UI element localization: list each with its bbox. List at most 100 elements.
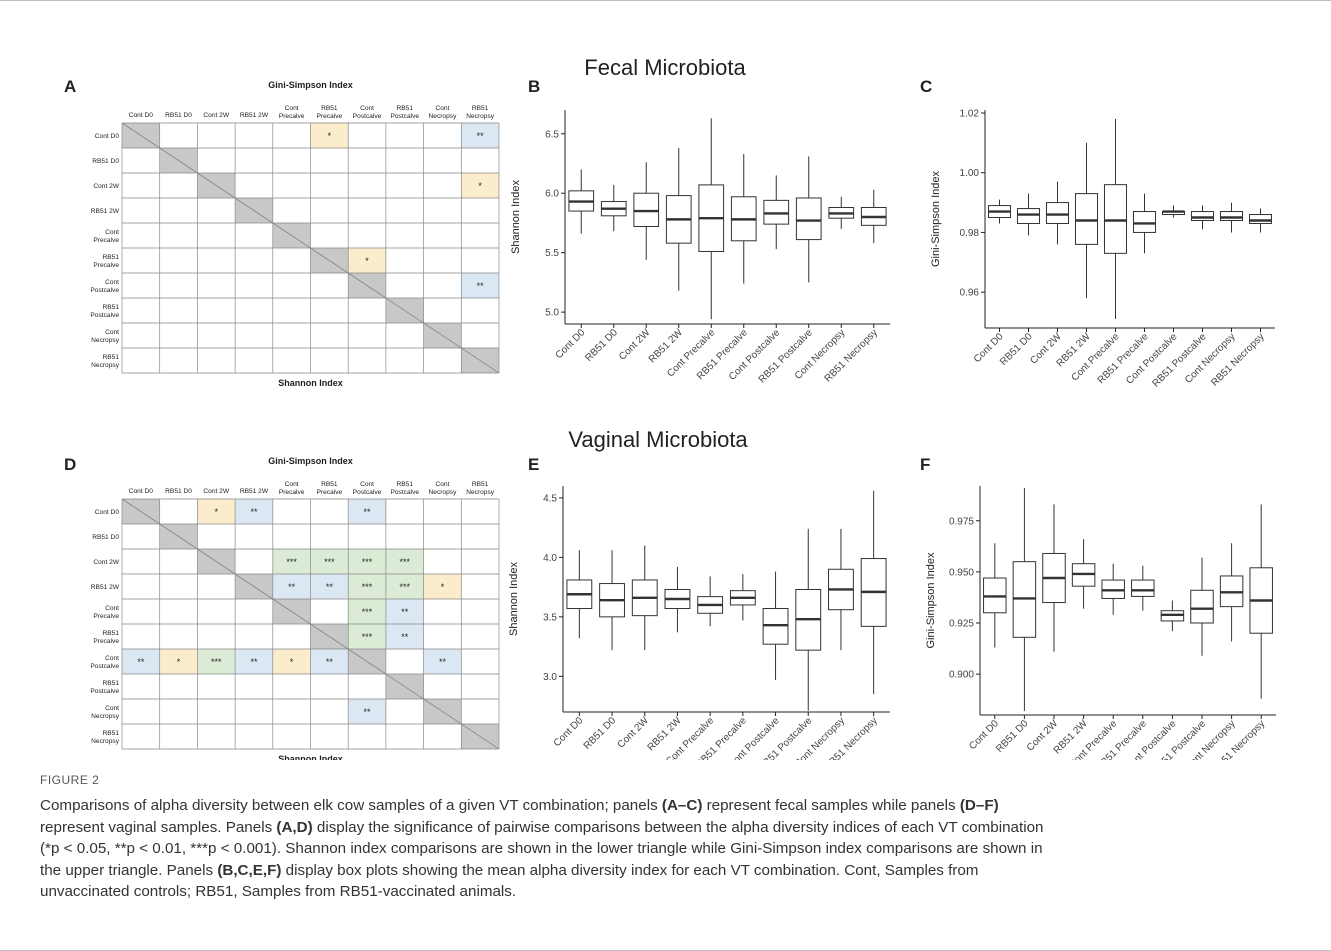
column-label: RB51	[397, 481, 414, 488]
row-label: Postcalve	[90, 688, 119, 695]
matrix-xlabel: Shannon Index	[278, 754, 343, 760]
sig-cell	[197, 649, 236, 674]
column-label: RB51	[397, 105, 414, 112]
row-label: RB51	[103, 254, 120, 261]
sig-label: ***	[211, 657, 222, 667]
sig-cell	[310, 649, 349, 674]
panel-label: B	[528, 77, 540, 96]
sig-label: ***	[362, 632, 373, 642]
sig-cell	[461, 123, 499, 148]
sig-cell	[272, 549, 311, 574]
column-label: Precalve	[317, 113, 343, 120]
matrix-title: Gini-Simpson Index	[268, 80, 353, 90]
y-axis-label: Gini-Simpson Index	[925, 552, 937, 648]
column-label: RB51	[472, 481, 489, 488]
box	[1219, 211, 1244, 221]
sig-cell	[310, 574, 349, 599]
row-label: Cont	[105, 229, 119, 236]
row-label: Cont 2W	[93, 559, 119, 566]
row-label: Precalve	[93, 262, 119, 269]
sig-cell	[461, 173, 499, 198]
sig-label: **	[401, 607, 409, 617]
sig-cell	[122, 649, 160, 674]
column-label: RB51	[472, 105, 489, 112]
sig-label: ***	[399, 582, 410, 592]
panel-label: E	[528, 455, 539, 474]
caption-line: Comparisons of alpha diversity between e…	[40, 797, 999, 814]
column-label: RB51	[321, 481, 338, 488]
row-label: Cont D0	[95, 509, 120, 516]
sig-label: **	[288, 582, 296, 592]
column-label: Precalve	[279, 489, 305, 496]
y-tick-label: 6.5	[545, 129, 559, 140]
y-tick-label: 4.0	[543, 553, 557, 564]
section-title-vaginal: Vaginal Microbiota	[568, 427, 748, 452]
column-label: Postcalve	[353, 489, 382, 496]
caption-line: represent vaginal samples. Panels (A,D) …	[40, 818, 1044, 836]
x-tick-label: Cont Postcalve	[1124, 331, 1180, 387]
sig-cell	[348, 549, 386, 574]
box	[1190, 211, 1215, 221]
row-label: Cont 2W	[93, 183, 119, 190]
sig-cell	[235, 649, 273, 674]
row-label: RB51 D0	[92, 534, 119, 541]
sig-label: *	[214, 507, 218, 517]
x-tick-label: RB51 D0	[582, 715, 619, 752]
sig-label: **	[137, 657, 145, 667]
row-label: RB51	[103, 630, 120, 637]
sig-label: ***	[362, 582, 373, 592]
sig-cell	[197, 499, 236, 524]
box	[1103, 184, 1128, 254]
caption-line: the upper triangle. Panels (B,C,E,F) dis…	[40, 861, 979, 879]
column-label: RB51	[321, 105, 338, 112]
panel-label: A	[64, 77, 76, 96]
y-tick-label: 0.98	[960, 228, 980, 239]
sig-cell	[310, 123, 349, 148]
y-tick-label: 4.5	[543, 493, 557, 504]
sig-cell	[423, 649, 462, 674]
column-label: RB51 2W	[240, 112, 269, 119]
x-tick-label: RB51 D0	[994, 718, 1031, 755]
row-label: RB51	[103, 680, 120, 687]
row-label: RB51 2W	[91, 584, 120, 591]
sig-label: ***	[286, 557, 297, 567]
diagonal-line	[121, 122, 500, 374]
figure-canvas: Fecal Microbiota Vaginal Microbiota A Gini-…	[64, 55, 1276, 760]
sig-label: **	[326, 657, 334, 667]
row-label: Postcalve	[90, 663, 119, 670]
row-label: Precalve	[93, 237, 119, 244]
y-axis-label: Shannon Index	[510, 179, 522, 254]
box	[1045, 202, 1070, 224]
row-label: Cont D0	[95, 133, 120, 140]
y-tick-label: 0.950	[949, 567, 974, 578]
sig-cell	[310, 549, 349, 574]
sig-label: ***	[362, 607, 373, 617]
sig-cell	[348, 574, 386, 599]
y-tick-label: 0.975	[949, 516, 974, 527]
sig-cell	[385, 549, 424, 574]
row-label: RB51	[103, 304, 120, 311]
panel-label: C	[920, 77, 932, 96]
sig-label: *	[478, 181, 482, 191]
row-label: Precalve	[93, 638, 119, 645]
figure-caption: FIGURE 2 Comparisons of alpha diversity …	[40, 773, 1310, 903]
box	[795, 197, 822, 241]
sig-label: **	[250, 657, 258, 667]
row-label: Necropsy	[91, 738, 120, 745]
x-tick-label: RB51 Precalve	[1096, 331, 1151, 386]
section-title-fecal: Fecal Microbiota	[584, 55, 746, 80]
y-tick-label: 0.925	[949, 618, 974, 629]
sig-label: **	[364, 707, 372, 717]
sig-cell	[348, 699, 386, 724]
diagonal-line	[121, 498, 500, 750]
sig-cell	[348, 624, 386, 649]
figure-label: FIGURE 2	[40, 773, 100, 787]
panel-label: F	[920, 455, 930, 474]
column-label: Cont D0	[129, 112, 154, 119]
row-label: Postcalve	[90, 287, 119, 294]
x-tick-label: RB51 D0	[998, 331, 1035, 368]
sig-label: *	[365, 256, 369, 266]
box	[1190, 589, 1214, 624]
x-tick-label: RB51 Necropsy	[1209, 331, 1266, 388]
sig-cell	[461, 273, 499, 298]
